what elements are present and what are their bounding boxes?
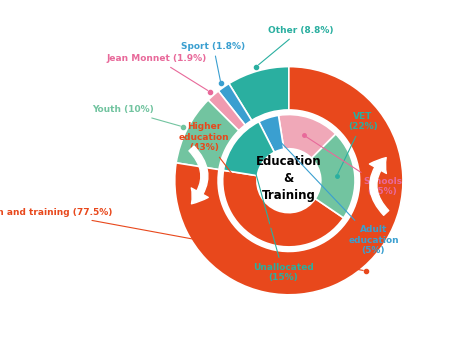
Text: Sport (1.8%): Sport (1.8%)	[181, 41, 245, 81]
Wedge shape	[208, 91, 245, 131]
Wedge shape	[223, 170, 344, 247]
Wedge shape	[219, 83, 252, 125]
Wedge shape	[229, 67, 289, 120]
Wedge shape	[175, 67, 403, 295]
FancyArrowPatch shape	[369, 158, 389, 215]
Text: Education
&
Training: Education & Training	[256, 155, 322, 202]
Text: Schools
(15%): Schools (15%)	[306, 137, 402, 196]
Text: VET
(22%): VET (22%)	[338, 111, 378, 174]
Text: Other (8.8%): Other (8.8%)	[258, 26, 333, 65]
Text: Adult
education
(5%): Adult education (5%)	[276, 137, 399, 255]
Wedge shape	[312, 134, 355, 218]
Text: Higher
education
(43%): Higher education (43%)	[179, 122, 269, 223]
Wedge shape	[176, 100, 239, 170]
Wedge shape	[224, 122, 275, 176]
Text: Jean Monnet (1.9%): Jean Monnet (1.9%)	[106, 54, 208, 90]
Wedge shape	[278, 115, 336, 158]
Text: Unallocated
(15%): Unallocated (15%)	[251, 155, 313, 282]
FancyArrowPatch shape	[189, 146, 208, 204]
Text: Youth (10%): Youth (10%)	[93, 105, 181, 126]
Wedge shape	[259, 115, 284, 152]
Text: ion and training (77.5%): ion and training (77.5%)	[0, 208, 363, 271]
